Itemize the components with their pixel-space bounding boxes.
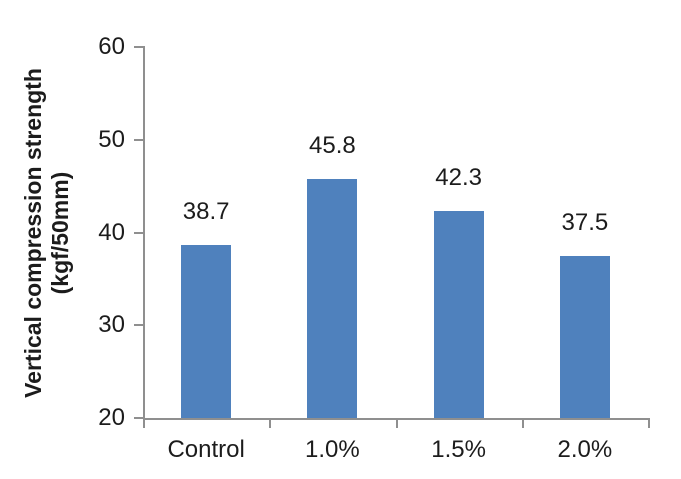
- y-tick-label: 60: [98, 33, 125, 60]
- y-axis-title-line2: (kgf/50mm): [47, 171, 73, 294]
- x-tick-mark: [395, 420, 398, 428]
- y-tick-mark: [134, 417, 143, 419]
- bar-value-label: 38.7: [182, 197, 230, 225]
- y-tick-mark: [134, 324, 143, 327]
- x-category-label: 1.5%: [431, 436, 486, 463]
- y-tick-mark: [134, 231, 143, 234]
- bar: [559, 255, 610, 418]
- y-axis-title-line1: Vertical compression strength: [20, 67, 46, 398]
- y-axis-line: [143, 46, 145, 418]
- y-axis-title: Vertical compression strength (kgf/50mm): [20, 68, 74, 398]
- x-tick-mark: [521, 420, 524, 428]
- x-category-label: Control: [167, 436, 245, 463]
- x-tick-mark: [648, 420, 650, 428]
- x-axis-line: [143, 418, 650, 420]
- y-tick-label: 30: [98, 311, 125, 339]
- bar-value-label: 45.8: [309, 131, 356, 159]
- bar: [433, 211, 484, 418]
- bar: [307, 178, 358, 418]
- y-tick-mark: [134, 138, 143, 141]
- y-tick-mark: [134, 46, 143, 48]
- y-tick-label: 20: [98, 404, 125, 431]
- bar: [181, 244, 232, 418]
- y-tick-label: 40: [98, 218, 125, 246]
- bar-value-label: 42.3: [435, 164, 482, 192]
- y-tick-label: 50: [98, 125, 125, 153]
- x-category-label: 2.0%: [557, 436, 613, 463]
- bar-value-label: 37.5: [561, 208, 609, 236]
- x-tick-mark: [269, 420, 272, 428]
- x-category-label: 1.0%: [305, 436, 360, 463]
- x-tick-mark: [143, 420, 145, 428]
